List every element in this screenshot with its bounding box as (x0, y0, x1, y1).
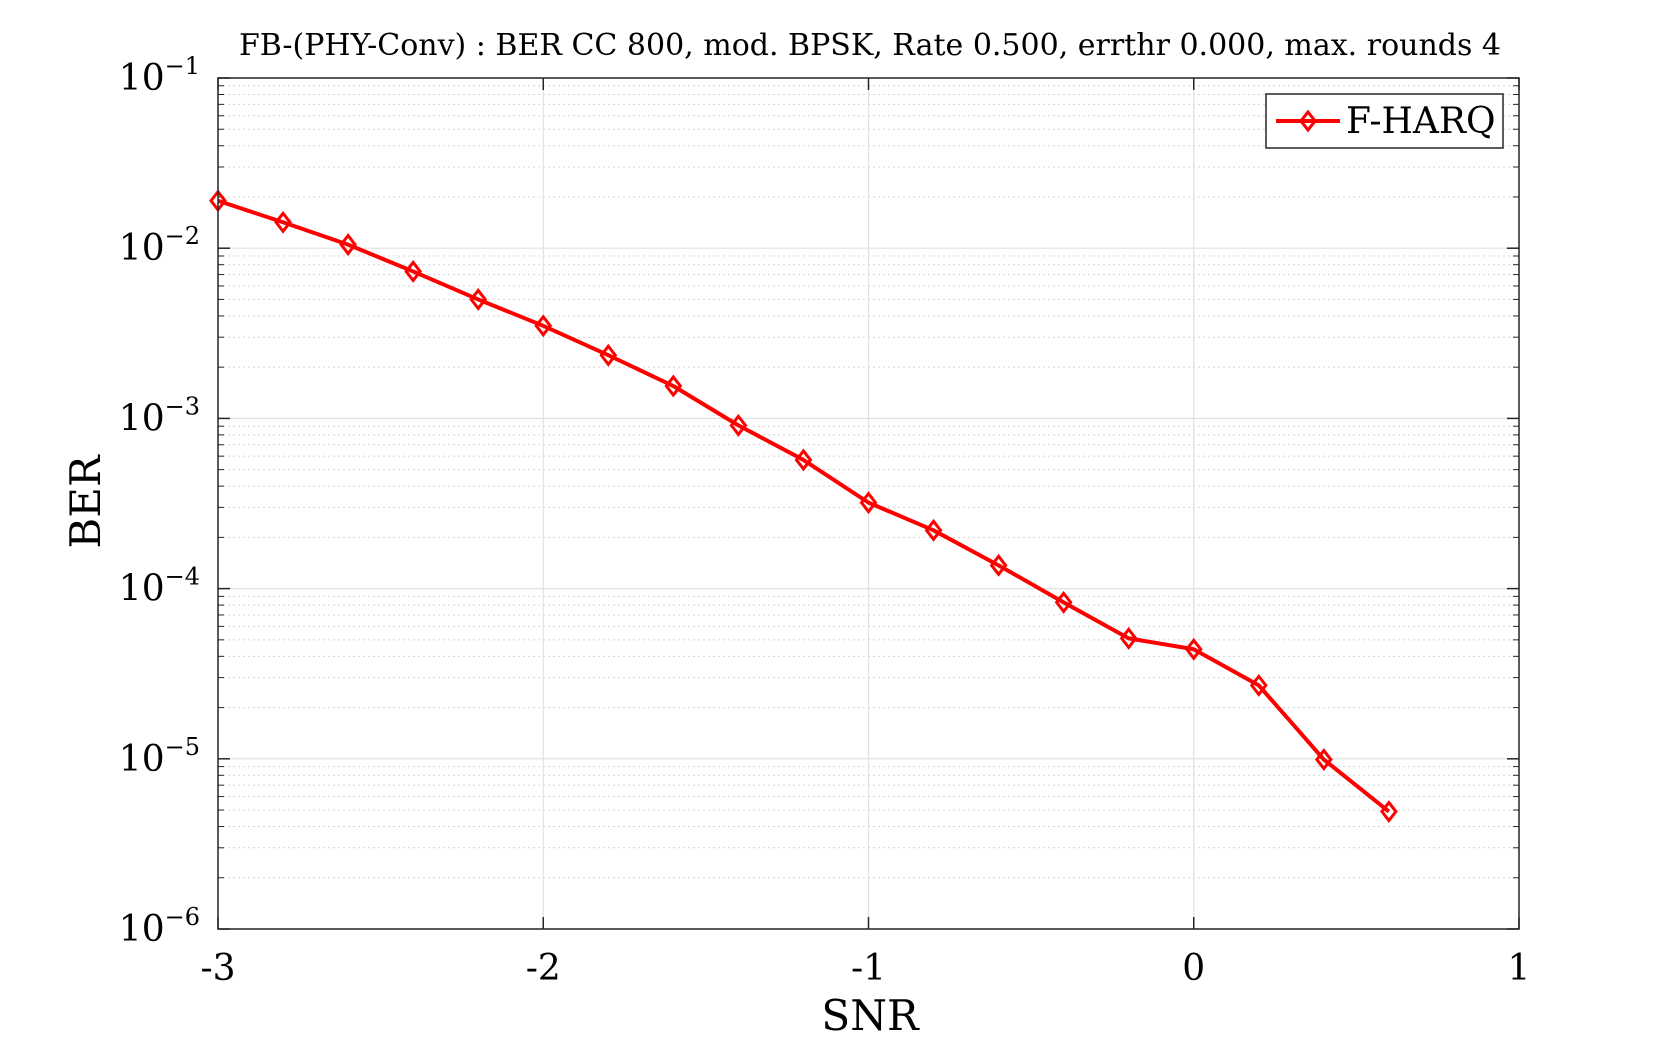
data-point-marker (729, 413, 748, 437)
plot-frame (217, 77, 1520, 930)
data-point-marker (469, 287, 488, 311)
data-point-marker (1054, 590, 1073, 614)
y-tick-label: 10−6 (119, 903, 200, 950)
data-point-marker (534, 314, 553, 338)
data-point-marker (1119, 626, 1138, 650)
data-point-marker (274, 210, 292, 234)
data-point-marker (1249, 673, 1268, 697)
y-tick-label: 10−4 (119, 563, 200, 610)
data-point-marker (794, 448, 813, 472)
x-tick-label: 0 (1182, 948, 1205, 989)
x-axis-label: SNR (821, 991, 920, 1040)
data-point-marker (664, 374, 683, 398)
legend-label: F-HARQ (1346, 101, 1496, 142)
series-line-0 (217, 198, 1391, 814)
x-tick-label: -1 (851, 948, 886, 989)
data-point-marker (1184, 637, 1203, 661)
data-point-marker (859, 491, 878, 515)
y-tick-label: 10−1 (119, 52, 200, 99)
plot-area (209, 77, 1520, 930)
data-point-marker (1379, 800, 1398, 823)
data-point-marker (989, 553, 1008, 577)
legend-marker-diamond (1299, 109, 1317, 133)
y-tick-label: 10−2 (119, 222, 200, 269)
data-point-marker (339, 233, 358, 257)
y-axis-label: BER (61, 454, 110, 549)
series-layer (209, 189, 1398, 823)
y-tick-label: 10−5 (119, 733, 200, 780)
data-point-marker (1314, 748, 1333, 771)
legend: F-HARQ (1265, 93, 1504, 149)
data-point-marker (404, 260, 423, 283)
data-point-marker (599, 343, 618, 367)
data-point-marker (924, 518, 943, 542)
x-tick-label: -3 (200, 948, 235, 989)
x-tick-labels: -3 -2 -1 0 1 (200, 948, 1530, 989)
x-tick-label: -2 (526, 948, 561, 989)
x-tick-label: 1 (1508, 948, 1531, 989)
y-tick-label: 10−3 (119, 392, 200, 439)
y-tick-labels: 10−1 10−2 10−3 10−4 10−5 10−6 (119, 52, 200, 950)
chart-title: FB-(PHY-Conv) : BER CC 800, mod. BPSK, R… (239, 28, 1501, 63)
